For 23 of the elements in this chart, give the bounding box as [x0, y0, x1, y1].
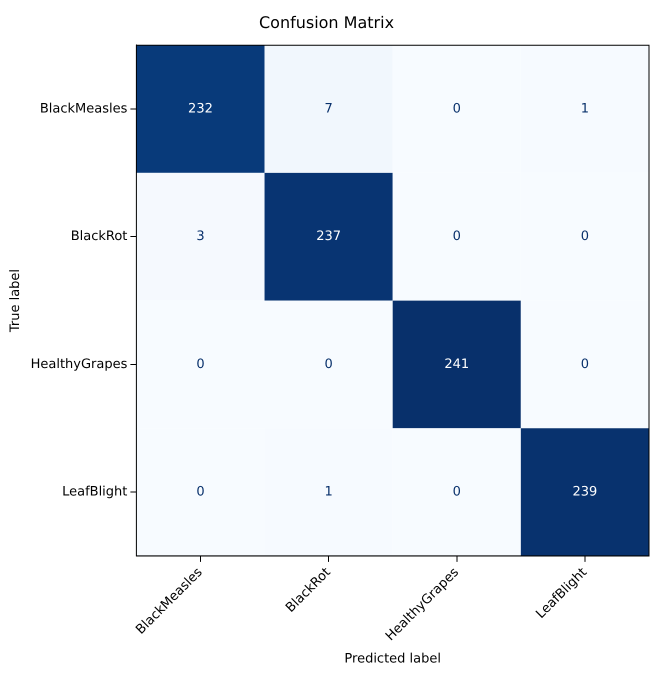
- data-label: 239: [572, 484, 598, 500]
- data-label: 1: [324, 484, 333, 500]
- y-tick-label: HealthyGrapes: [30, 356, 128, 372]
- data-label: 1: [580, 101, 590, 116]
- y-tick-label: BlackMeasles: [40, 101, 128, 116]
- data-label: 237: [316, 229, 342, 244]
- y-tick-label: BlackRot: [70, 229, 128, 244]
- data-label: 0: [580, 229, 590, 244]
- data-label: 0: [196, 356, 205, 372]
- data-label: 0: [452, 484, 461, 500]
- data-label: 3: [196, 229, 205, 244]
- x-axis-title: Predicted label: [344, 652, 441, 667]
- chart-title: Confusion Matrix: [258, 12, 394, 32]
- data-label: 0: [324, 356, 333, 372]
- data-label: 232: [188, 101, 213, 116]
- data-label: 0: [196, 484, 205, 500]
- y-tick-label: LeafBlight: [62, 484, 128, 500]
- data-label: 7: [324, 101, 333, 116]
- data-label: 0: [452, 229, 461, 244]
- data-label: 0: [452, 101, 461, 116]
- y-axis-title: True label: [8, 268, 24, 334]
- data-label: 0: [580, 356, 590, 372]
- data-label: 241: [444, 356, 470, 372]
